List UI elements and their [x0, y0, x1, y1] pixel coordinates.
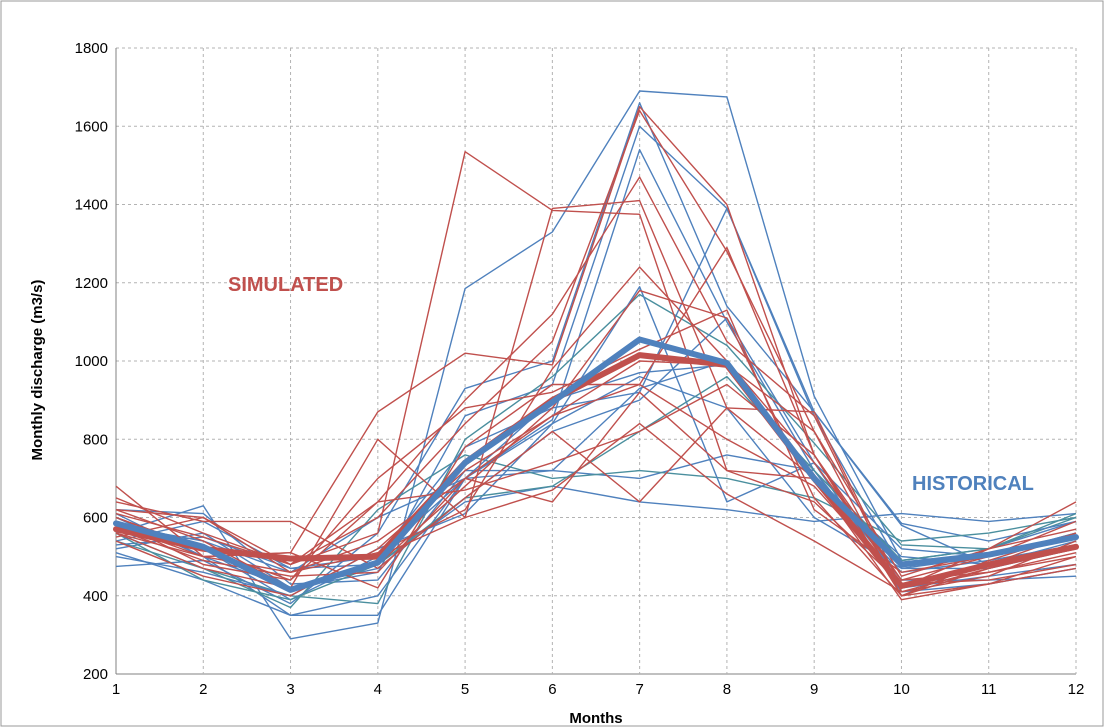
mean-series [113, 336, 1079, 593]
x-tick-label: 12 [1068, 681, 1085, 698]
historical-series-line [115, 125, 1077, 589]
x-tick-label: 4 [374, 681, 382, 698]
simulated-series-line [115, 266, 1077, 581]
x-tick-label: 9 [810, 681, 818, 698]
y-tick-labels: 200 400 600 800 1000 1200 1400 1600 1800 [75, 40, 108, 683]
historical-series-line [115, 454, 1077, 609]
historical-series-line [115, 375, 1077, 601]
y-tick-label: 1000 [75, 353, 108, 370]
x-tick-label: 7 [635, 681, 643, 698]
simulated-series-line [115, 246, 1077, 597]
y-tick-label: 1600 [75, 118, 108, 135]
historical-mean-line [113, 336, 1079, 593]
x-tick-label: 5 [461, 681, 469, 698]
simulated-mean-line [113, 352, 1079, 589]
y-tick-label: 400 [83, 588, 108, 605]
y-axis-title: Monthly discharge (m3/s) [29, 280, 46, 461]
y-tick-label: 1200 [75, 275, 108, 292]
x-axis-title: Months [569, 710, 622, 727]
x-tick-label: 10 [893, 681, 910, 698]
simulated-annotation: SIMULATED [228, 274, 343, 296]
y-tick-label: 1800 [75, 40, 108, 57]
x-tick-label: 1 [112, 681, 120, 698]
x-tick-label: 8 [723, 681, 731, 698]
x-tick-labels: 1 2 3 4 5 6 7 8 9 10 11 12 [112, 681, 1085, 698]
x-tick-label: 3 [286, 681, 294, 698]
historical-annotation: HISTORICAL [912, 473, 1034, 495]
y-tick-label: 600 [83, 510, 108, 527]
y-tick-label: 800 [83, 431, 108, 448]
simulated-series-line [115, 360, 1077, 577]
y-tick-label: 200 [83, 666, 108, 683]
x-tick-label: 11 [981, 681, 997, 698]
x-tick-label: 2 [199, 681, 207, 698]
x-tick-label: 6 [548, 681, 556, 698]
y-tick-label: 1400 [75, 197, 108, 214]
